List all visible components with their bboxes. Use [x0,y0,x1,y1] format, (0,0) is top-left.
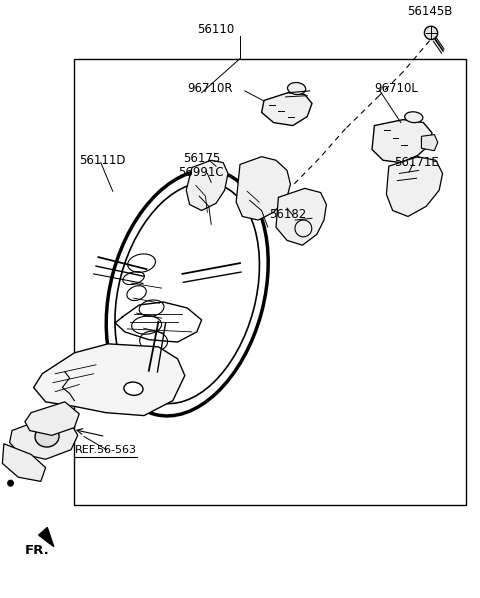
Polygon shape [34,344,185,416]
Ellipse shape [405,112,423,123]
Polygon shape [386,157,443,216]
Ellipse shape [424,26,438,39]
Ellipse shape [288,83,306,94]
Text: 96710R: 96710R [187,82,233,95]
Text: 56175: 56175 [183,152,221,165]
Ellipse shape [35,426,59,447]
Polygon shape [2,444,46,481]
Polygon shape [372,120,432,163]
Text: 56182: 56182 [269,208,306,221]
Polygon shape [236,157,290,220]
Polygon shape [38,527,54,547]
Ellipse shape [8,480,13,486]
Polygon shape [276,188,326,245]
Polygon shape [421,135,438,151]
Bar [74,59,466,505]
Text: 56171E: 56171E [395,156,439,169]
Polygon shape [25,402,79,435]
Text: 56110: 56110 [197,23,235,36]
Text: 96710L: 96710L [374,82,418,95]
Polygon shape [262,93,312,126]
Text: FR.: FR. [25,544,50,557]
Polygon shape [186,160,228,210]
Text: REF.56-563: REF.56-563 [74,445,136,454]
Text: 56991C: 56991C [179,166,224,179]
Polygon shape [10,417,78,459]
Ellipse shape [124,382,143,395]
Text: 56145B: 56145B [407,5,453,19]
Text: 56111D: 56111D [79,154,126,167]
